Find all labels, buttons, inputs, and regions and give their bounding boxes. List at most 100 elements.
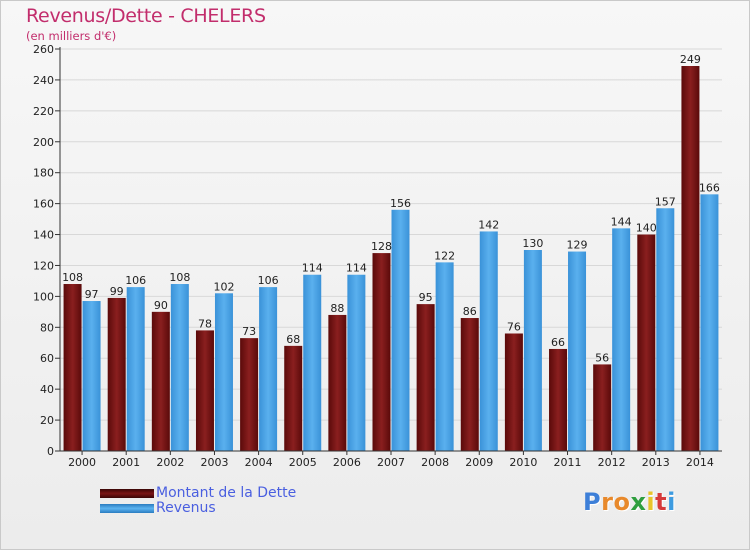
y-tick-label: 20 <box>40 414 54 427</box>
bar-dette <box>151 311 170 451</box>
y-tick-label: 100 <box>33 290 54 303</box>
value-label-revenus: 166 <box>699 181 720 194</box>
bar-dette <box>637 234 656 451</box>
bar-revenus <box>568 251 587 451</box>
value-label-dette: 78 <box>198 317 212 330</box>
bar-dette <box>549 348 568 451</box>
value-label-dette: 88 <box>330 302 344 315</box>
value-label-dette: 108 <box>62 271 83 284</box>
value-label-revenus: 142 <box>478 218 499 231</box>
y-tick-label: 60 <box>40 352 54 365</box>
bar-revenus <box>303 274 322 451</box>
bar-dette <box>460 318 479 451</box>
y-tick-label: 180 <box>33 167 54 180</box>
value-label-revenus: 114 <box>346 262 367 275</box>
grid-lines <box>60 48 722 421</box>
value-label-dette: 56 <box>595 351 609 364</box>
value-label-revenus: 122 <box>434 249 455 262</box>
x-tick-label: 2005 <box>289 456 317 469</box>
bar-dette <box>284 345 303 451</box>
legend-swatch-revenus <box>100 504 154 513</box>
bar-revenus <box>479 231 498 451</box>
value-label-dette: 86 <box>463 305 477 318</box>
x-tick-label: 2008 <box>421 456 449 469</box>
bar-revenus <box>82 301 101 451</box>
value-label-revenus: 157 <box>655 195 676 208</box>
bar-dette <box>593 364 612 451</box>
bar-revenus <box>259 287 278 451</box>
bar-revenus <box>700 194 719 452</box>
bar-revenus <box>214 293 233 451</box>
x-tick-label: 2001 <box>112 456 140 469</box>
bar-dette <box>372 253 391 451</box>
bar-dette <box>107 297 126 451</box>
bar-dette <box>63 284 82 451</box>
x-tick-label: 2009 <box>465 456 493 469</box>
x-tick-label: 2004 <box>245 456 273 469</box>
x-tick-label: 2014 <box>686 456 714 469</box>
bar-dette <box>195 330 214 451</box>
x-tick-label: 2010 <box>509 456 537 469</box>
bar-revenus <box>612 228 631 451</box>
bar-revenus <box>170 284 189 451</box>
x-tick-label: 2007 <box>377 456 405 469</box>
bar-revenus <box>126 287 145 451</box>
x-tick-label: 2011 <box>554 456 582 469</box>
bar-dette <box>504 333 523 451</box>
value-label-revenus: 129 <box>567 239 588 252</box>
y-tick-label: 120 <box>33 259 54 272</box>
value-label-revenus: 144 <box>611 215 632 228</box>
value-label-dette: 90 <box>154 299 168 312</box>
bar-revenus <box>656 208 675 451</box>
y-tick-label: 220 <box>33 105 54 118</box>
chart-title: Revenus/Dette - CHELERS <box>26 5 266 27</box>
x-tick-label: 2000 <box>68 456 96 469</box>
value-label-dette: 95 <box>419 291 433 304</box>
value-label-dette: 99 <box>110 285 124 298</box>
value-label-dette: 66 <box>551 336 565 349</box>
bar-revenus <box>347 274 366 451</box>
value-label-revenus: 97 <box>85 288 99 301</box>
x-tick-label: 2006 <box>333 456 361 469</box>
value-label-revenus: 106 <box>125 274 146 287</box>
value-label-dette: 76 <box>507 320 521 333</box>
legend: Montant de la Dette Revenus <box>100 486 400 516</box>
y-tick-label: 140 <box>33 229 54 242</box>
bars <box>63 66 719 452</box>
value-label-dette: 249 <box>680 53 701 66</box>
x-tick-label: 2013 <box>642 456 670 469</box>
value-label-revenus: 130 <box>522 237 543 250</box>
y-tick-label: 0 <box>47 445 54 458</box>
value-label-dette: 73 <box>242 325 256 338</box>
bar-revenus <box>523 250 542 451</box>
axes: 0 20 40 60 80 100 120 140 160 180 200 220 240 260 2000… <box>33 43 722 469</box>
legend-item-revenus: Revenus <box>100 501 400 516</box>
value-label-revenus: 114 <box>302 262 323 275</box>
bar-revenus <box>435 262 454 451</box>
chart-subtitle: (en milliers d'€) <box>26 29 117 43</box>
bar-dette <box>681 66 700 451</box>
value-label-revenus: 102 <box>213 280 234 293</box>
value-label-revenus: 108 <box>169 271 190 284</box>
y-tick-label: 160 <box>33 198 54 211</box>
value-label-dette: 68 <box>286 333 300 346</box>
value-label-dette: 128 <box>371 240 392 253</box>
x-tick-label: 2012 <box>598 456 626 469</box>
y-tick-label: 260 <box>33 43 54 56</box>
bar-dette <box>416 304 435 451</box>
x-tick-label: 2003 <box>200 456 228 469</box>
proxiti-logo: Proxiti <box>583 488 676 516</box>
bar-dette <box>240 338 259 451</box>
y-tick-label: 240 <box>33 74 54 87</box>
x-tick-label: 2002 <box>156 456 184 469</box>
legend-label-dette: Montant de la Dette <box>156 485 297 501</box>
bar-revenus <box>391 209 410 451</box>
y-tick-label: 200 <box>33 136 54 149</box>
legend-swatch-dette <box>100 489 154 498</box>
value-label-revenus: 106 <box>258 274 279 287</box>
value-label-revenus: 156 <box>390 197 411 210</box>
legend-item-dette: Montant de la Dette <box>100 486 400 501</box>
y-tick-label: 40 <box>40 383 54 396</box>
